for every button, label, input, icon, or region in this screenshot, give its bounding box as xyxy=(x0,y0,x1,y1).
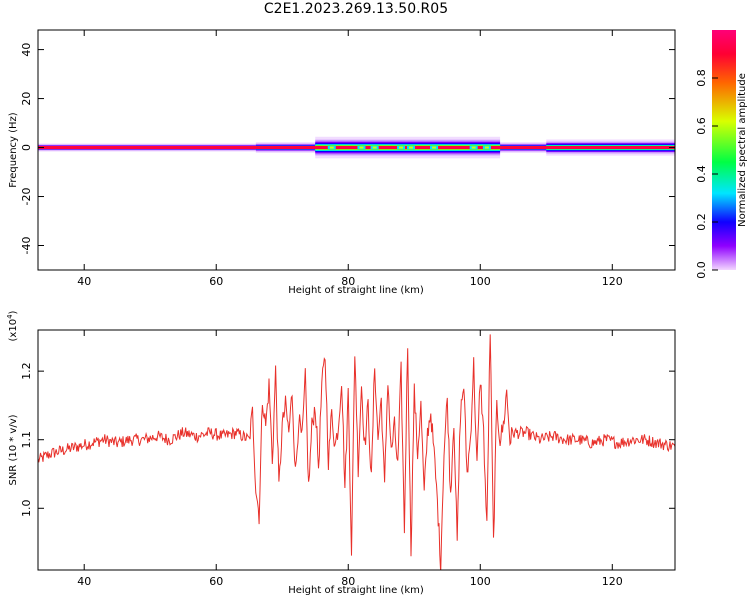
spectrogram-y-tick-label: -40 xyxy=(20,237,33,255)
snr-y-tick-label: 1.0 xyxy=(20,500,33,518)
spectrogram-gap-core xyxy=(408,146,413,149)
spectrogram-frame xyxy=(37,29,676,271)
spectrogram-peak-ridge xyxy=(38,146,675,149)
colorbar: 0.0 0.2 0.4 0.6 0.8 Normalized spectral ampl… xyxy=(695,30,748,279)
snr-frame xyxy=(37,329,676,571)
colorbar-tick-label: 0.2 xyxy=(695,213,708,231)
colorbar-tick-label: 0.8 xyxy=(695,69,708,87)
spectrogram-y-tick-label: -20 xyxy=(20,188,33,206)
colorbar-tick-label: 0.0 xyxy=(695,261,708,279)
spectrogram-x-label: Height of straight line (km) xyxy=(288,285,424,296)
spectrogram-gap-core xyxy=(471,146,476,149)
snr-x-label: Height of straight line (km) xyxy=(288,585,424,596)
colorbar-tick-label: 0.4 xyxy=(695,165,708,183)
colorbar-label: Normalized spectral amplitude xyxy=(737,73,748,227)
colorbar-tick-label: 0.6 xyxy=(695,117,708,135)
snr-y-tick-label: 1.1 xyxy=(20,431,33,449)
spectrogram-x-tick-label: 80 xyxy=(341,275,355,288)
spectrogram-gap-core xyxy=(372,146,377,149)
spectrogram-x-tick-label: 60 xyxy=(209,275,223,288)
snr-y-label: SNR (10 * v/v) xyxy=(8,414,19,485)
snr-y-tick-label: 1.2 xyxy=(20,362,33,380)
spectrogram-gap-core xyxy=(359,146,364,149)
snr-x-tick-label: 100 xyxy=(470,575,491,588)
snr-x-tick-label: 40 xyxy=(77,575,91,588)
spectrogram-y-tick-label: 40 xyxy=(20,43,33,57)
snr-multiplier-label: (x104) xyxy=(6,310,19,341)
chart-title: C2E1.2023.269.13.50.R05 xyxy=(263,1,449,17)
spectrogram-y-tick-label: 0 xyxy=(20,144,33,151)
spectrogram-x-tick-label: 40 xyxy=(77,275,91,288)
snr-x-tick-label: 60 xyxy=(209,575,223,588)
spectrogram-gap-core xyxy=(484,146,489,149)
spectrogram-gap-core xyxy=(399,146,404,149)
snr-x-tick-label: 80 xyxy=(341,575,355,588)
spectrogram-y-label: Frequency (Hz) xyxy=(8,112,19,188)
spectrogram-gap-core xyxy=(432,146,437,149)
snr-panel: 40 60 80 100 120 1.0 1.1 1.2 Height of straight… xyxy=(6,310,676,596)
snr-x-tick-label: 120 xyxy=(602,575,623,588)
colorbar-gradient xyxy=(712,30,736,270)
spectrogram-x-tick-label: 100 xyxy=(470,275,491,288)
spectrogram-gap-core xyxy=(329,146,334,149)
spectrogram-x-tick-label: 120 xyxy=(602,275,623,288)
snr-series-line xyxy=(38,334,675,570)
spectrogram-image xyxy=(38,136,675,159)
spectrogram-y-tick-label: 20 xyxy=(20,92,33,106)
spectrogram-panel: 40 60 80 100 120 -40 -20 0 20 40 Height of straig… xyxy=(8,29,676,296)
